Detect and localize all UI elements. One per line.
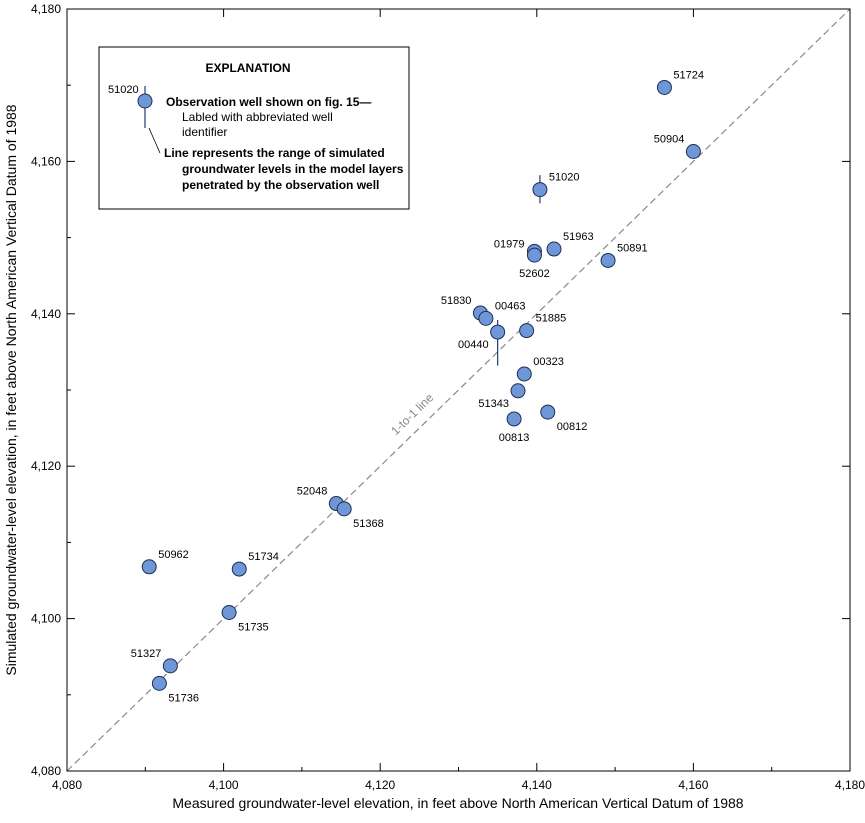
x-tick-label: 4,160 bbox=[678, 778, 708, 792]
explanation-well-line-1: Observation well shown on fig. 15— bbox=[166, 95, 371, 109]
x-tick-label: 4,140 bbox=[522, 778, 552, 792]
well-label-50904: 50904 bbox=[654, 133, 685, 145]
well-label-52048: 52048 bbox=[297, 486, 328, 498]
well-label-51734: 51734 bbox=[248, 551, 279, 563]
y-tick-label: 4,180 bbox=[31, 2, 61, 16]
well-label-51343: 51343 bbox=[478, 398, 509, 410]
well-point-50891 bbox=[600, 252, 616, 268]
well-point-51343 bbox=[510, 383, 526, 399]
y-axis-label: Simulated groundwater-level elevation, i… bbox=[3, 104, 19, 675]
x-axis-ticks: 4,080 4,100 4,120 4,140 4,160 4,180 bbox=[52, 9, 865, 792]
well-point-00323 bbox=[516, 366, 532, 382]
well-point-00812 bbox=[540, 404, 556, 420]
y-tick-label: 4,120 bbox=[31, 459, 61, 473]
point-labels: 51724 50904 51020 01979 51963 52602 50891 51830… bbox=[131, 69, 704, 704]
well-point-52602 bbox=[526, 247, 542, 263]
explanation-frame bbox=[98, 46, 410, 210]
explanation-example-id: 51020 bbox=[108, 84, 139, 96]
well-point-51368 bbox=[336, 501, 352, 517]
well-label-00812: 00812 bbox=[557, 421, 588, 433]
one-to-one-line-label: 1-to-1 line bbox=[388, 390, 436, 437]
x-axis-label: Measured groundwater-level elevation, in… bbox=[172, 795, 743, 811]
well-label-51830: 51830 bbox=[441, 295, 472, 307]
explanation-box: EXPLANATION 51020 Observation well shown… bbox=[98, 46, 410, 210]
well-label-00813: 00813 bbox=[499, 432, 530, 444]
well-label-51327: 51327 bbox=[131, 648, 162, 660]
y-tick-label: 4,080 bbox=[31, 764, 61, 778]
well-point-00440 bbox=[490, 324, 506, 340]
data-points bbox=[141, 79, 701, 691]
x-tick-label: 4,120 bbox=[365, 778, 395, 792]
y-tick-label: 4,160 bbox=[31, 154, 61, 168]
well-point-51734 bbox=[231, 561, 247, 577]
well-label-00323: 00323 bbox=[533, 356, 564, 368]
well-point-51327 bbox=[162, 658, 178, 674]
well-label-51724: 51724 bbox=[673, 69, 704, 81]
explanation-range-line-3: penetrated by the observation well bbox=[182, 178, 379, 192]
well-point-00813 bbox=[506, 411, 522, 427]
well-label-51020: 51020 bbox=[549, 172, 580, 184]
explanation-leader bbox=[148, 127, 161, 154]
well-label-51735: 51735 bbox=[238, 622, 269, 634]
well-label-51963: 51963 bbox=[563, 231, 594, 243]
explanation-title: EXPLANATION bbox=[205, 61, 290, 75]
one-to-one-line bbox=[66, 8, 851, 772]
well-point-00463 bbox=[478, 310, 494, 326]
well-label-00463: 00463 bbox=[495, 300, 526, 312]
y-tick-label: 4,100 bbox=[31, 612, 61, 626]
well-label-51368: 51368 bbox=[353, 518, 384, 530]
well-label-51736: 51736 bbox=[168, 692, 199, 704]
well-point-50962 bbox=[141, 559, 157, 575]
well-label-50891: 50891 bbox=[617, 242, 648, 254]
well-label-01979: 01979 bbox=[494, 238, 525, 250]
well-point-51963 bbox=[546, 241, 562, 257]
explanation-marker bbox=[137, 93, 153, 109]
well-label-50962: 50962 bbox=[158, 549, 189, 561]
well-label-00440: 00440 bbox=[458, 339, 489, 351]
x-tick-label: 4,080 bbox=[52, 778, 82, 792]
well-point-51724 bbox=[656, 79, 672, 95]
well-label-51885: 51885 bbox=[536, 313, 567, 325]
explanation-range-line-2: groundwater levels in the model layers bbox=[182, 162, 404, 176]
explanation-well-line-3: identifier bbox=[182, 125, 227, 139]
well-point-51020 bbox=[532, 182, 548, 198]
x-tick-label: 4,100 bbox=[209, 778, 239, 792]
x-tick-label: 4,180 bbox=[835, 778, 865, 792]
explanation-well-line-2: Labled with abbreviated well bbox=[182, 110, 333, 124]
y-axis-ticks: 4,080 4,100 4,120 4,140 4,160 4,180 bbox=[31, 2, 850, 778]
explanation-range-line-1: Line represents the range of simulated bbox=[164, 146, 385, 160]
well-point-50904 bbox=[685, 143, 701, 159]
well-point-51736 bbox=[151, 675, 167, 691]
well-point-51735 bbox=[221, 605, 237, 621]
well-label-52602: 52602 bbox=[519, 268, 550, 280]
y-tick-label: 4,140 bbox=[31, 307, 61, 321]
well-point-51885 bbox=[519, 323, 535, 339]
